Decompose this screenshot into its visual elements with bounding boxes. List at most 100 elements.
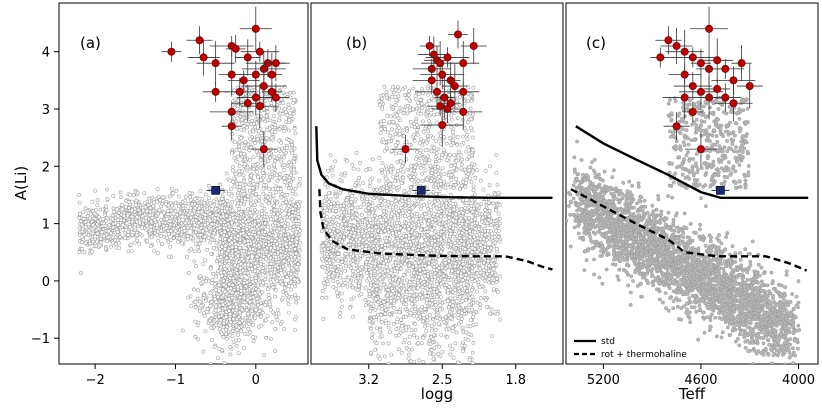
cloud-point [491, 201, 496, 206]
cloud-point [79, 222, 84, 227]
cloud-point [204, 228, 209, 233]
cloud-point [272, 267, 277, 272]
cloud-point [378, 268, 383, 273]
cloud-point [241, 186, 246, 191]
cloud-point [85, 208, 90, 213]
cloud-point [161, 210, 166, 215]
cloud-point [481, 187, 486, 192]
cloud-point [439, 249, 444, 254]
cloud-point [377, 264, 382, 268]
cloud-point [223, 267, 228, 271]
cloud-point [246, 262, 251, 267]
cloud-point [183, 198, 188, 203]
cloud-point [141, 208, 146, 213]
cloud-point [111, 210, 116, 214]
cloud-point [150, 195, 155, 200]
cloud-point [230, 328, 235, 333]
cloud-point [494, 153, 499, 157]
cloud-point [363, 285, 368, 290]
cloud-point [230, 208, 235, 213]
cloud-point [379, 230, 384, 235]
cloud-point [347, 223, 352, 228]
cloud-point [272, 114, 277, 119]
cloud-point [245, 256, 250, 261]
cloud-point [131, 193, 136, 198]
cloud-point [256, 283, 261, 288]
cloud-point [116, 222, 121, 227]
cloud-point [123, 204, 128, 209]
cloud-point [264, 335, 269, 340]
cloud-point [145, 209, 150, 214]
cloud-point [265, 314, 270, 319]
cloud-point [228, 304, 233, 309]
cloud-point [195, 203, 200, 208]
cloud-point [409, 328, 414, 333]
cloud-point [480, 276, 485, 281]
cloud-point [156, 229, 161, 234]
cloud-point [233, 338, 238, 343]
cloud-point [224, 171, 229, 176]
cloud-point [277, 138, 282, 143]
cloud-point [374, 225, 379, 230]
cloud-point [140, 214, 145, 219]
cloud-point [232, 176, 237, 181]
cloud-point [255, 113, 260, 118]
cloud-point [166, 203, 171, 208]
cloud-point [294, 240, 299, 245]
cloud-point [111, 194, 116, 198]
cloud-point [253, 141, 258, 146]
cloud-point [278, 243, 282, 248]
cloud-point [293, 131, 298, 136]
cloud-point [260, 290, 265, 295]
cloud-point [122, 218, 126, 223]
cloud-point [100, 207, 105, 212]
cloud-point [252, 203, 257, 208]
cloud-point [358, 160, 362, 165]
cloud-point [464, 226, 469, 231]
cloud-point [252, 299, 257, 304]
cloud-point [380, 203, 385, 208]
cloud-point [219, 270, 224, 275]
cloud-point [245, 280, 250, 285]
cloud-point [431, 204, 436, 209]
cloud-point [135, 233, 140, 238]
cloud-point [220, 302, 225, 307]
cloud-point [295, 201, 300, 206]
cloud-point [478, 270, 483, 275]
cloud-point [231, 317, 236, 322]
cloud-point [398, 266, 403, 271]
cloud-point [246, 197, 251, 202]
cloud-point [486, 229, 491, 233]
cloud-point [272, 294, 277, 299]
cloud-point [260, 269, 265, 274]
cloud-point [249, 266, 254, 271]
cloud-point [228, 323, 233, 328]
cloud-point [243, 96, 248, 101]
cloud-point [293, 186, 298, 191]
cloud-point [261, 135, 266, 140]
cloud-point [483, 228, 488, 233]
cloud-point [252, 222, 257, 227]
cloud-point [293, 192, 298, 197]
cloud-point [197, 299, 202, 304]
cloud-point [261, 183, 266, 188]
cloud-point [439, 244, 444, 249]
cloud-point [237, 172, 242, 177]
cloud-point [242, 346, 247, 351]
cloud-point [275, 229, 280, 234]
cloud-point [242, 199, 247, 204]
cloud-point [267, 187, 272, 191]
cloud-point [257, 194, 261, 199]
cloud-point [268, 174, 273, 179]
cloud-point [242, 321, 246, 326]
cloud-point [193, 196, 198, 201]
cloud-point [241, 219, 246, 224]
cloud-point [273, 327, 278, 331]
cloud-point [235, 127, 239, 132]
cloud-point [263, 277, 268, 282]
cloud-point [234, 305, 239, 310]
cloud-point [264, 113, 269, 118]
cloud-point [253, 261, 258, 266]
cloud-point [273, 264, 278, 269]
cloud-point [103, 212, 108, 217]
